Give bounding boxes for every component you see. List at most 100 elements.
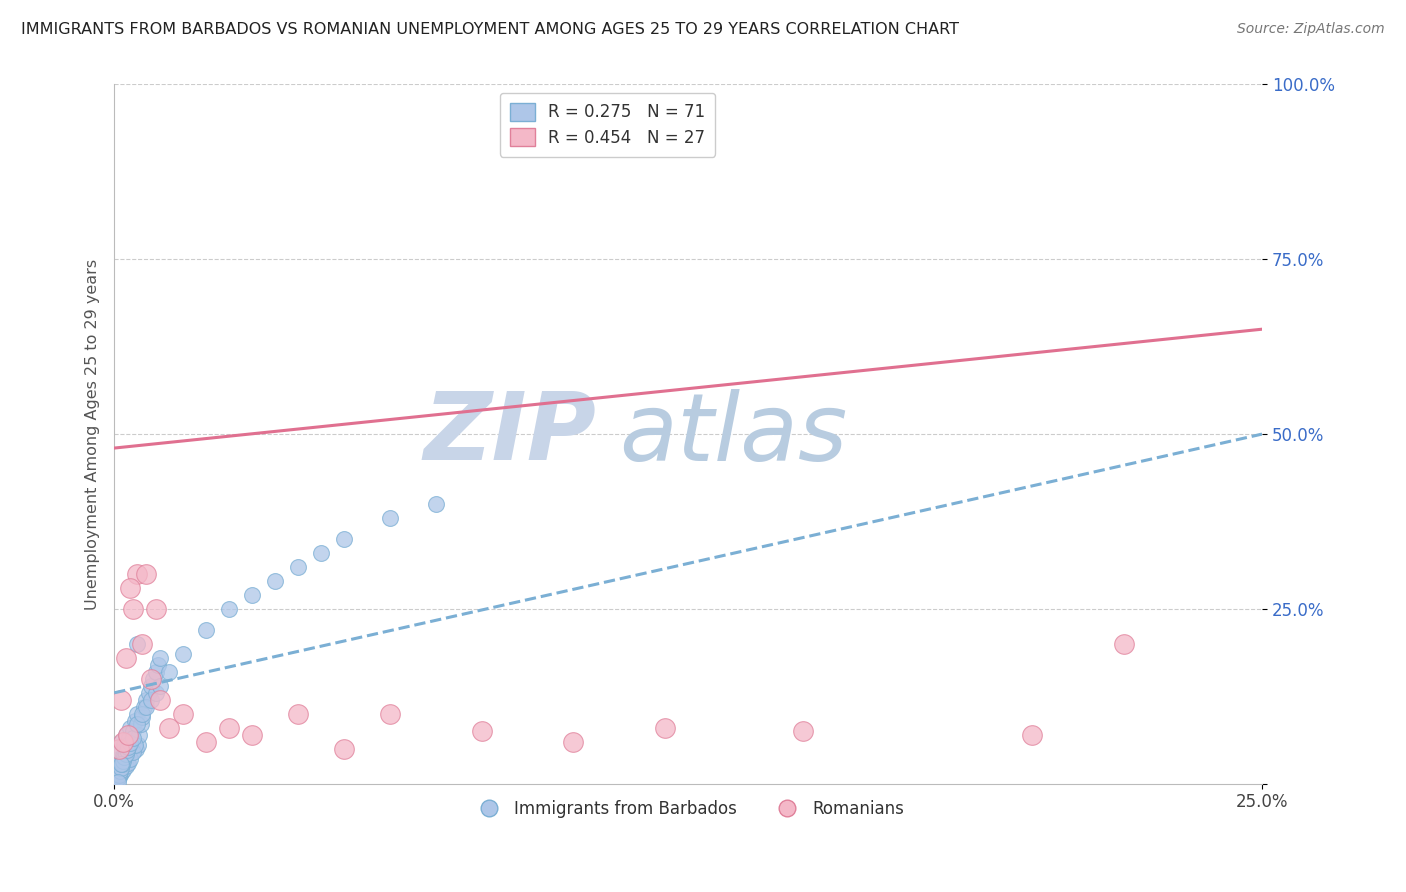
Text: IMMIGRANTS FROM BARBADOS VS ROMANIAN UNEMPLOYMENT AMONG AGES 25 TO 29 YEARS CORR: IMMIGRANTS FROM BARBADOS VS ROMANIAN UNE… [21, 22, 959, 37]
Point [145, 665, 167, 679]
Point [157, 665, 180, 679]
Point [121, 745, 143, 759]
Point [114, 747, 136, 762]
Point [149, 679, 172, 693]
Point [378, 706, 401, 721]
Point [110, 693, 132, 707]
Point [470, 724, 492, 739]
Point [218, 602, 240, 616]
Point [195, 623, 218, 637]
Point [110, 766, 132, 780]
Point [562, 735, 585, 749]
Point [195, 735, 218, 749]
Point [121, 731, 143, 746]
Point [120, 736, 142, 750]
Point [138, 686, 160, 700]
Point [107, 768, 129, 782]
Point [332, 741, 354, 756]
Point [108, 764, 131, 779]
Point [127, 706, 149, 721]
Point [107, 774, 129, 789]
Point [131, 710, 153, 724]
Point [129, 717, 152, 731]
Point [127, 717, 149, 731]
Point [145, 602, 167, 616]
Text: ZIP: ZIP [423, 388, 596, 480]
Point [107, 771, 129, 785]
Point [107, 752, 129, 766]
Point [378, 511, 401, 525]
Point [425, 497, 447, 511]
Point [135, 699, 157, 714]
Point [120, 581, 142, 595]
Point [654, 721, 676, 735]
Point [112, 735, 135, 749]
Point [122, 724, 145, 739]
Point [149, 651, 172, 665]
Point [135, 693, 157, 707]
Point [124, 739, 146, 753]
Point [117, 756, 139, 770]
Point [139, 672, 162, 686]
Point [135, 566, 157, 581]
Point [264, 574, 287, 588]
Point [309, 546, 332, 560]
Legend: Immigrants from Barbados, Romanians: Immigrants from Barbados, Romanians [465, 793, 911, 824]
Point [112, 763, 135, 777]
Point [111, 757, 134, 772]
Point [142, 672, 165, 686]
Point [172, 648, 194, 662]
Point [139, 693, 162, 707]
Point [105, 763, 128, 777]
Point [332, 532, 354, 546]
Point [118, 731, 141, 746]
Point [121, 745, 143, 759]
Point [120, 752, 142, 766]
Point [105, 773, 128, 788]
Point [125, 741, 148, 756]
Point [128, 728, 150, 742]
Point [131, 637, 153, 651]
Point [287, 560, 309, 574]
Point [114, 728, 136, 742]
Point [240, 588, 263, 602]
Point [287, 706, 309, 721]
Point [117, 728, 139, 742]
Point [127, 739, 149, 753]
Point [120, 721, 142, 735]
Point [112, 750, 135, 764]
Point [107, 741, 129, 756]
Point [114, 759, 136, 773]
Text: atlas: atlas [619, 389, 848, 480]
Point [114, 651, 136, 665]
Point [115, 743, 138, 757]
Point [149, 693, 172, 707]
Point [157, 721, 180, 735]
Point [110, 735, 132, 749]
Point [240, 728, 263, 742]
Point [112, 748, 135, 763]
Point [139, 679, 162, 693]
Text: Source: ZipAtlas.com: Source: ZipAtlas.com [1237, 22, 1385, 37]
Point [111, 759, 134, 773]
Point [117, 740, 139, 755]
Point [121, 735, 143, 749]
Point [127, 566, 149, 581]
Point [1114, 637, 1136, 651]
Point [107, 770, 129, 784]
Point [1021, 728, 1043, 742]
Point [121, 602, 143, 616]
Point [112, 755, 135, 769]
Point [792, 724, 814, 739]
Point [218, 721, 240, 735]
Point [110, 761, 132, 775]
Point [146, 657, 169, 672]
Point [127, 637, 149, 651]
Point [131, 706, 153, 721]
Point [132, 699, 155, 714]
Point [117, 741, 139, 756]
Point [108, 745, 131, 759]
Point [115, 756, 138, 770]
Point [172, 706, 194, 721]
Point [112, 739, 135, 753]
